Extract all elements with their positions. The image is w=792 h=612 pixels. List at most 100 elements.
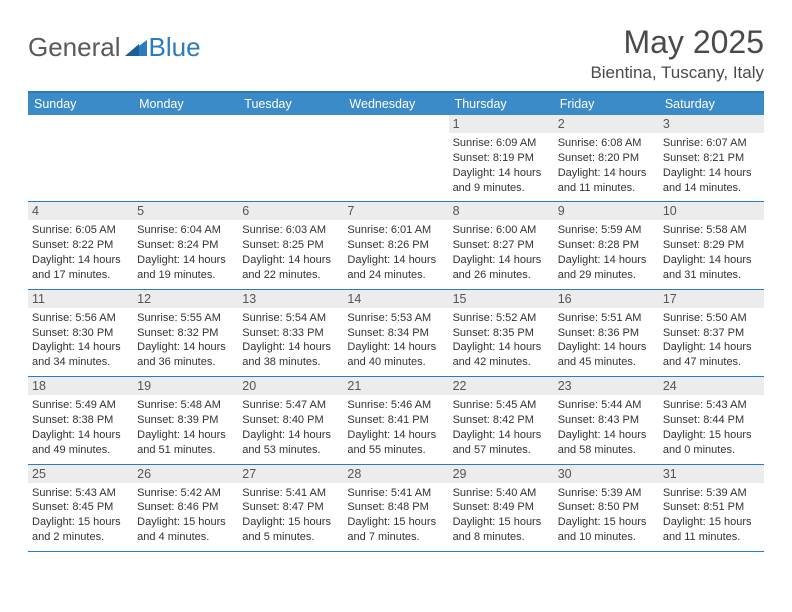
daylight-line1: Daylight: 15 hours bbox=[663, 515, 760, 530]
daylight-line1: Daylight: 14 hours bbox=[242, 253, 339, 268]
daylight-line1: Daylight: 14 hours bbox=[32, 340, 129, 355]
sunrise-text: Sunrise: 5:41 AM bbox=[242, 486, 339, 501]
day-number: 13 bbox=[238, 290, 343, 308]
day-number: 26 bbox=[133, 465, 238, 483]
sunset-text: Sunset: 8:40 PM bbox=[242, 413, 339, 428]
daylight-line1: Daylight: 14 hours bbox=[558, 253, 655, 268]
day-of-week-header: Sunday Monday Tuesday Wednesday Thursday… bbox=[28, 93, 764, 115]
day-info: Sunrise: 5:43 AMSunset: 8:45 PMDaylight:… bbox=[32, 486, 129, 545]
day-info: Sunrise: 5:56 AMSunset: 8:30 PMDaylight:… bbox=[32, 311, 129, 370]
day-cell: 18Sunrise: 5:49 AMSunset: 8:38 PMDayligh… bbox=[28, 377, 133, 463]
daylight-line2: and 2 minutes. bbox=[32, 530, 129, 545]
day-info: Sunrise: 5:47 AMSunset: 8:40 PMDaylight:… bbox=[242, 398, 339, 457]
sunrise-text: Sunrise: 5:43 AM bbox=[32, 486, 129, 501]
daylight-line1: Daylight: 14 hours bbox=[242, 428, 339, 443]
sunset-text: Sunset: 8:24 PM bbox=[137, 238, 234, 253]
day-info: Sunrise: 5:59 AMSunset: 8:28 PMDaylight:… bbox=[558, 223, 655, 282]
daylight-line1: Daylight: 15 hours bbox=[137, 515, 234, 530]
sunrise-text: Sunrise: 5:52 AM bbox=[453, 311, 550, 326]
day-info: Sunrise: 5:43 AMSunset: 8:44 PMDaylight:… bbox=[663, 398, 760, 457]
sunset-text: Sunset: 8:36 PM bbox=[558, 326, 655, 341]
empty-cell: . bbox=[238, 115, 343, 201]
day-cell: 29Sunrise: 5:40 AMSunset: 8:49 PMDayligh… bbox=[449, 465, 554, 551]
sunrise-text: Sunrise: 6:03 AM bbox=[242, 223, 339, 238]
day-number: 21 bbox=[343, 377, 448, 395]
daylight-line2: and 29 minutes. bbox=[558, 268, 655, 283]
daylight-line2: and 49 minutes. bbox=[32, 443, 129, 458]
sunrise-text: Sunrise: 5:51 AM bbox=[558, 311, 655, 326]
daylight-line1: Daylight: 14 hours bbox=[137, 253, 234, 268]
day-info: Sunrise: 5:55 AMSunset: 8:32 PMDaylight:… bbox=[137, 311, 234, 370]
dow-wednesday: Wednesday bbox=[343, 93, 448, 115]
day-number: 27 bbox=[238, 465, 343, 483]
day-info: Sunrise: 5:44 AMSunset: 8:43 PMDaylight:… bbox=[558, 398, 655, 457]
sunset-text: Sunset: 8:21 PM bbox=[663, 151, 760, 166]
day-info: Sunrise: 5:42 AMSunset: 8:46 PMDaylight:… bbox=[137, 486, 234, 545]
daylight-line1: Daylight: 14 hours bbox=[347, 428, 444, 443]
daylight-line1: Daylight: 14 hours bbox=[558, 340, 655, 355]
daylight-line1: Daylight: 14 hours bbox=[32, 428, 129, 443]
day-cell: 20Sunrise: 5:47 AMSunset: 8:40 PMDayligh… bbox=[238, 377, 343, 463]
day-number: 29 bbox=[449, 465, 554, 483]
daylight-line1: Daylight: 14 hours bbox=[347, 253, 444, 268]
daylight-line1: Daylight: 15 hours bbox=[663, 428, 760, 443]
day-cell: 21 Sunrise: 5:46 AMSunset: 8:41 PMDayligh… bbox=[343, 377, 448, 463]
day-number: 31 bbox=[659, 465, 764, 483]
daylight-line1: Daylight: 14 hours bbox=[558, 166, 655, 181]
day-number: 8 bbox=[449, 202, 554, 220]
calendar: Sunday Monday Tuesday Wednesday Thursday… bbox=[28, 91, 764, 552]
location-subtitle: Bientina, Tuscany, Italy bbox=[590, 63, 764, 83]
dow-thursday: Thursday bbox=[449, 93, 554, 115]
day-cell: 16Sunrise: 5:51 AMSunset: 8:36 PMDayligh… bbox=[554, 290, 659, 376]
daylight-line2: and 58 minutes. bbox=[558, 443, 655, 458]
day-cell: 10Sunrise: 5:58 AMSunset: 8:29 PMDayligh… bbox=[659, 202, 764, 288]
dow-sunday: Sunday bbox=[28, 93, 133, 115]
daylight-line1: Daylight: 14 hours bbox=[663, 253, 760, 268]
sunset-text: Sunset: 8:37 PM bbox=[663, 326, 760, 341]
day-info: Sunrise: 5:52 AMSunset: 8:35 PMDaylight:… bbox=[453, 311, 550, 370]
sunrise-text: Sunrise: 6:07 AM bbox=[663, 136, 760, 151]
sunrise-text: Sunrise: 5:40 AM bbox=[453, 486, 550, 501]
daylight-line1: Daylight: 14 hours bbox=[663, 340, 760, 355]
day-info: Sunrise: 6:05 AMSunset: 8:22 PMDaylight:… bbox=[32, 223, 129, 282]
day-cell: 14Sunrise: 5:53 AMSunset: 8:34 PMDayligh… bbox=[343, 290, 448, 376]
sunset-text: Sunset: 8:35 PM bbox=[453, 326, 550, 341]
daylight-line1: Daylight: 14 hours bbox=[453, 166, 550, 181]
day-cell: 24Sunrise: 5:43 AMSunset: 8:44 PMDayligh… bbox=[659, 377, 764, 463]
daylight-line2: and 40 minutes. bbox=[347, 355, 444, 370]
daylight-line2: and 0 minutes. bbox=[663, 443, 760, 458]
day-number: 23 bbox=[554, 377, 659, 395]
daylight-line2: and 14 minutes. bbox=[663, 181, 760, 196]
sunrise-text: Sunrise: 5:46 AM bbox=[347, 398, 444, 413]
day-info: Sunrise: 6:04 AMSunset: 8:24 PMDaylight:… bbox=[137, 223, 234, 282]
daylight-line1: Daylight: 14 hours bbox=[137, 340, 234, 355]
sunset-text: Sunset: 8:22 PM bbox=[32, 238, 129, 253]
daylight-line2: and 9 minutes. bbox=[453, 181, 550, 196]
day-cell: 26 Sunrise: 5:42 AMSunset: 8:46 PMDayligh… bbox=[133, 465, 238, 551]
daylight-line2: and 7 minutes. bbox=[347, 530, 444, 545]
sunset-text: Sunset: 8:41 PM bbox=[347, 413, 444, 428]
day-cell: 2Sunrise: 6:08 AMSunset: 8:20 PMDaylight… bbox=[554, 115, 659, 201]
day-number: 25 bbox=[28, 465, 133, 483]
daylight-line1: Daylight: 15 hours bbox=[242, 515, 339, 530]
sunrise-text: Sunrise: 5:53 AM bbox=[347, 311, 444, 326]
week-row: ....1Sunrise: 6:09 AMSunset: 8:19 PMDayl… bbox=[28, 115, 764, 202]
daylight-line1: Daylight: 14 hours bbox=[32, 253, 129, 268]
sunrise-text: Sunrise: 5:54 AM bbox=[242, 311, 339, 326]
day-info: Sunrise: 6:01 AMSunset: 8:26 PMDaylight:… bbox=[347, 223, 444, 282]
logo-triangle-icon bbox=[125, 32, 147, 63]
header: General Blue May 2025 Bientina, Tuscany,… bbox=[28, 24, 764, 83]
sunrise-text: Sunrise: 5:58 AM bbox=[663, 223, 760, 238]
day-info: Sunrise: 6:07 AMSunset: 8:21 PMDaylight:… bbox=[663, 136, 760, 195]
day-number: 1 bbox=[449, 115, 554, 133]
day-info: Sunrise: 5:51 AMSunset: 8:36 PMDaylight:… bbox=[558, 311, 655, 370]
sunset-text: Sunset: 8:26 PM bbox=[347, 238, 444, 253]
day-info: Sunrise: 5:54 AMSunset: 8:33 PMDaylight:… bbox=[242, 311, 339, 370]
dow-monday: Monday bbox=[133, 93, 238, 115]
daylight-line2: and 51 minutes. bbox=[137, 443, 234, 458]
day-number: 10 bbox=[659, 202, 764, 220]
sunrise-text: Sunrise: 6:05 AM bbox=[32, 223, 129, 238]
dow-saturday: Saturday bbox=[659, 93, 764, 115]
day-info: Sunrise: 5:39 AMSunset: 8:51 PMDaylight:… bbox=[663, 486, 760, 545]
sunrise-text: Sunrise: 5:47 AM bbox=[242, 398, 339, 413]
